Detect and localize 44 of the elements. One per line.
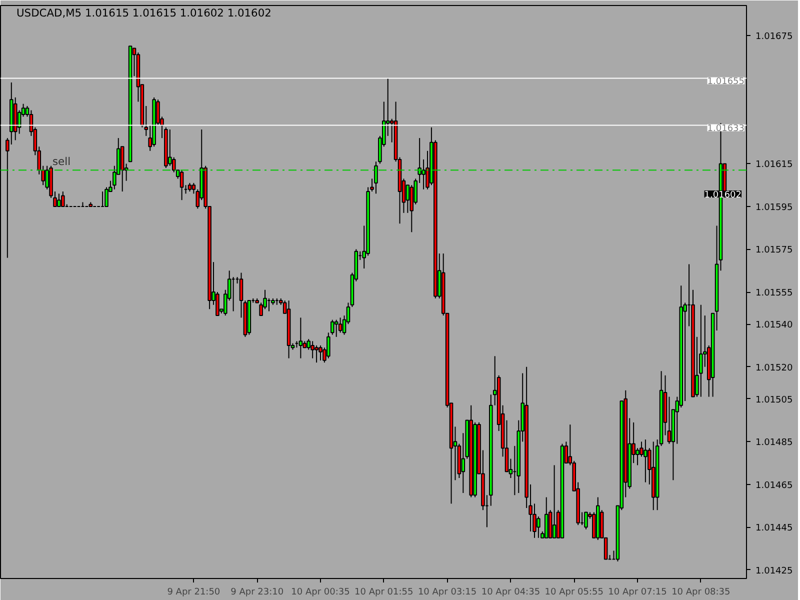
- candlestick: [310, 340, 314, 359]
- y-tick-label: 1.01615: [756, 160, 793, 170]
- x-tick-label: 10 Apr 05:55: [544, 588, 604, 598]
- candlestick: [57, 193, 61, 207]
- candlestick: [699, 304, 703, 398]
- x-tick-label: 10 Apr 07:15: [608, 588, 667, 598]
- x-tick-label: 10 Apr 04:35: [481, 588, 540, 598]
- candlestick: [636, 448, 640, 466]
- candlestick: [544, 496, 548, 538]
- y-tick-label: 1.01575: [756, 246, 793, 256]
- y-tick-label: 1.01425: [756, 566, 793, 576]
- x-tick-label: 10 Apr 01:55: [354, 588, 414, 598]
- y-tick-label: 1.01485: [756, 438, 793, 448]
- y-tick-label: 1.01540: [756, 320, 793, 331]
- y-tick-label: 1.01505: [756, 395, 793, 406]
- candlestick: [318, 344, 322, 361]
- ref-line-label: sell: [52, 155, 71, 168]
- candlestick: [536, 516, 540, 538]
- y-tick-label: 1.01445: [756, 524, 793, 534]
- candlestick: [180, 170, 184, 201]
- y-tick-label: 1.01465: [756, 480, 793, 491]
- ref-line-label: 1.01655: [707, 77, 744, 88]
- x-tick-label: 10 Apr 00:35: [291, 588, 350, 598]
- candlestick: [314, 344, 318, 364]
- x-tick-label: 9 Apr 23:10: [230, 588, 284, 598]
- candlestick: [334, 319, 338, 338]
- y-tick-label: 1.01595: [756, 202, 793, 213]
- chart-title: USDCAD,M5 1.01615 1.01615 1.01602 1.01602: [16, 6, 272, 20]
- candlestick: [61, 191, 65, 207]
- candlestick: [338, 317, 342, 334]
- x-tick-label: 10 Apr 03:15: [418, 588, 477, 598]
- candlestick: [104, 186, 108, 207]
- candlestick: [298, 317, 303, 359]
- x-tick-label: 10 Apr 08:35: [672, 588, 730, 598]
- candlestick: [422, 158, 426, 190]
- candlestick: [552, 464, 556, 538]
- candlestick: [644, 439, 648, 483]
- y-tick-label: 1.01520: [756, 363, 793, 374]
- candlestick: [192, 182, 196, 194]
- ref-line-label: 1.01633: [707, 124, 744, 134]
- y-tick-label: 1.01675: [756, 32, 793, 42]
- y-tick-label: 1.01555: [756, 288, 793, 298]
- x-tick-label: 9 Apr 21:50: [167, 588, 220, 598]
- candlestick: [584, 512, 588, 530]
